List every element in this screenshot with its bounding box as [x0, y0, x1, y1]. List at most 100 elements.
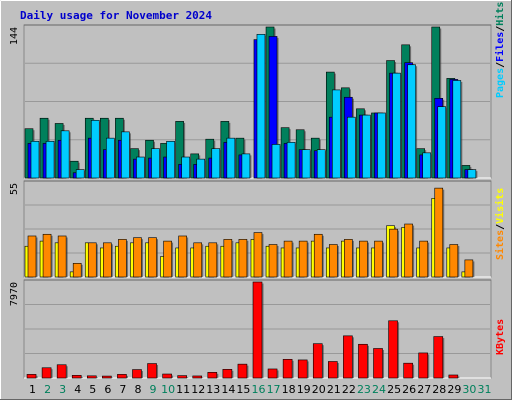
- bar-pages: [151, 148, 162, 179]
- bar-sites: [178, 235, 189, 278]
- panel-requests: 144 Pages/Files/Hits: [9, 2, 506, 179]
- x-tick-label: 27: [417, 383, 431, 396]
- bar-kbytes: [222, 369, 234, 379]
- x-tick-label: 24: [372, 383, 386, 396]
- bar-pages: [271, 144, 282, 179]
- bar-sites: [449, 244, 460, 278]
- legend-requests: Pages/Files/Hits: [494, 2, 506, 98]
- legend-item-hits: Hits: [494, 2, 506, 26]
- bar-kbytes: [328, 361, 339, 379]
- bar-sites: [103, 242, 113, 278]
- bar-pages: [377, 112, 387, 179]
- bar-kbytes: [147, 363, 159, 379]
- bar-pages: [106, 137, 116, 179]
- x-tick-label: 3: [59, 383, 66, 396]
- bar-pages: [226, 137, 237, 179]
- bar-pages: [196, 158, 207, 179]
- bar-sites: [133, 237, 143, 278]
- x-axis-labels: 1 2 3 4 5 6 7 8 9 10 11 12 13 14 15 16 17 18 19 20 21 22 23 24 2…: [29, 383, 491, 396]
- legend-item-sites: Sites: [494, 230, 506, 260]
- bar-pages: [422, 152, 433, 179]
- legend-separator: /: [495, 62, 506, 68]
- y-axis-max-label: 7970: [9, 282, 20, 306]
- x-tick-label: 22: [342, 383, 356, 396]
- x-tick-label: 2: [44, 383, 51, 396]
- bar-sites: [344, 239, 354, 278]
- bar-pages: [256, 34, 267, 179]
- bar-sites: [87, 242, 98, 278]
- x-tick-label: 17: [267, 383, 281, 396]
- bar-kbytes: [418, 352, 430, 379]
- bar-sites: [118, 239, 128, 278]
- bar-sites: [434, 187, 445, 278]
- bar-pages: [301, 149, 312, 179]
- x-tick-label: 14: [221, 383, 235, 396]
- bar-pages: [90, 120, 101, 179]
- x-tick-label: 19: [297, 383, 311, 396]
- bar-kbytes: [403, 362, 415, 379]
- panel-kbytes: 7970 KBytes: [9, 279, 506, 379]
- bar-sites: [268, 244, 279, 278]
- bar-kbytes: [388, 320, 400, 379]
- bar-sites: [313, 233, 324, 278]
- bar-kbytes: [343, 335, 354, 379]
- bar-sites: [374, 240, 384, 278]
- bar-pages: [467, 169, 478, 179]
- panel-visits: 55 Sites/Visits: [9, 180, 506, 278]
- bar-pages: [316, 149, 327, 179]
- bar-pages: [121, 131, 131, 179]
- y-axis-max-label: 144: [9, 27, 20, 45]
- bar-kbytes: [237, 363, 249, 379]
- bar-kbytes: [132, 369, 143, 379]
- x-tick-label: 29: [447, 383, 461, 396]
- bar-pages: [241, 153, 252, 179]
- bar-sites: [163, 240, 174, 278]
- bar-sites: [419, 240, 430, 278]
- x-tick-label: 7: [119, 383, 126, 396]
- bar-pages: [45, 140, 56, 179]
- bar-pages: [392, 72, 403, 179]
- y-axis-max-label: 55: [9, 183, 20, 195]
- bar-kbytes: [297, 359, 309, 379]
- legend-separator: /: [495, 224, 506, 230]
- x-tick-label: 10: [161, 383, 175, 396]
- x-tick-label: 21: [327, 383, 341, 396]
- bar-sites: [42, 233, 53, 278]
- bar-pages: [407, 64, 418, 179]
- bar-kbytes: [358, 343, 369, 379]
- x-tick-label: 20: [312, 383, 326, 396]
- x-tick-label: 16: [252, 383, 266, 396]
- bar-kbytes: [71, 375, 83, 379]
- legend-visits: Sites/Visits: [494, 188, 506, 260]
- bar-pages: [347, 116, 357, 179]
- x-tick-label: 31: [477, 383, 491, 396]
- legend-separator: /: [495, 26, 506, 32]
- bar-sites: [253, 232, 264, 278]
- x-tick-label: 18: [282, 383, 296, 396]
- bar-pages: [136, 156, 146, 179]
- x-tick-label: 5: [89, 383, 96, 396]
- legend-item-visits: Visits: [494, 188, 506, 224]
- bar-pages: [331, 89, 342, 179]
- bar-sites: [404, 223, 415, 278]
- legend-kbytes: KBytes: [495, 319, 506, 355]
- bar-pages: [60, 130, 71, 179]
- x-tick-label: 26: [402, 383, 416, 396]
- bar-pages: [166, 140, 177, 179]
- bar-pages: [75, 169, 86, 179]
- bar-pages: [181, 156, 192, 179]
- chart-title: Daily usage for November 2024: [20, 9, 212, 22]
- x-tick-label: 11: [176, 383, 190, 396]
- bar-sites: [193, 242, 204, 278]
- bar-sites: [57, 235, 68, 278]
- bar-sites: [389, 228, 400, 278]
- bar-kbytes: [41, 367, 53, 379]
- bar-kbytes: [282, 359, 294, 379]
- bar-sites: [208, 242, 219, 278]
- bar-sites: [238, 239, 249, 278]
- bar-kbytes: [267, 368, 279, 379]
- x-tick-label: 13: [206, 383, 220, 396]
- bar-kbytes: [162, 373, 174, 379]
- bar-kbytes: [86, 375, 98, 379]
